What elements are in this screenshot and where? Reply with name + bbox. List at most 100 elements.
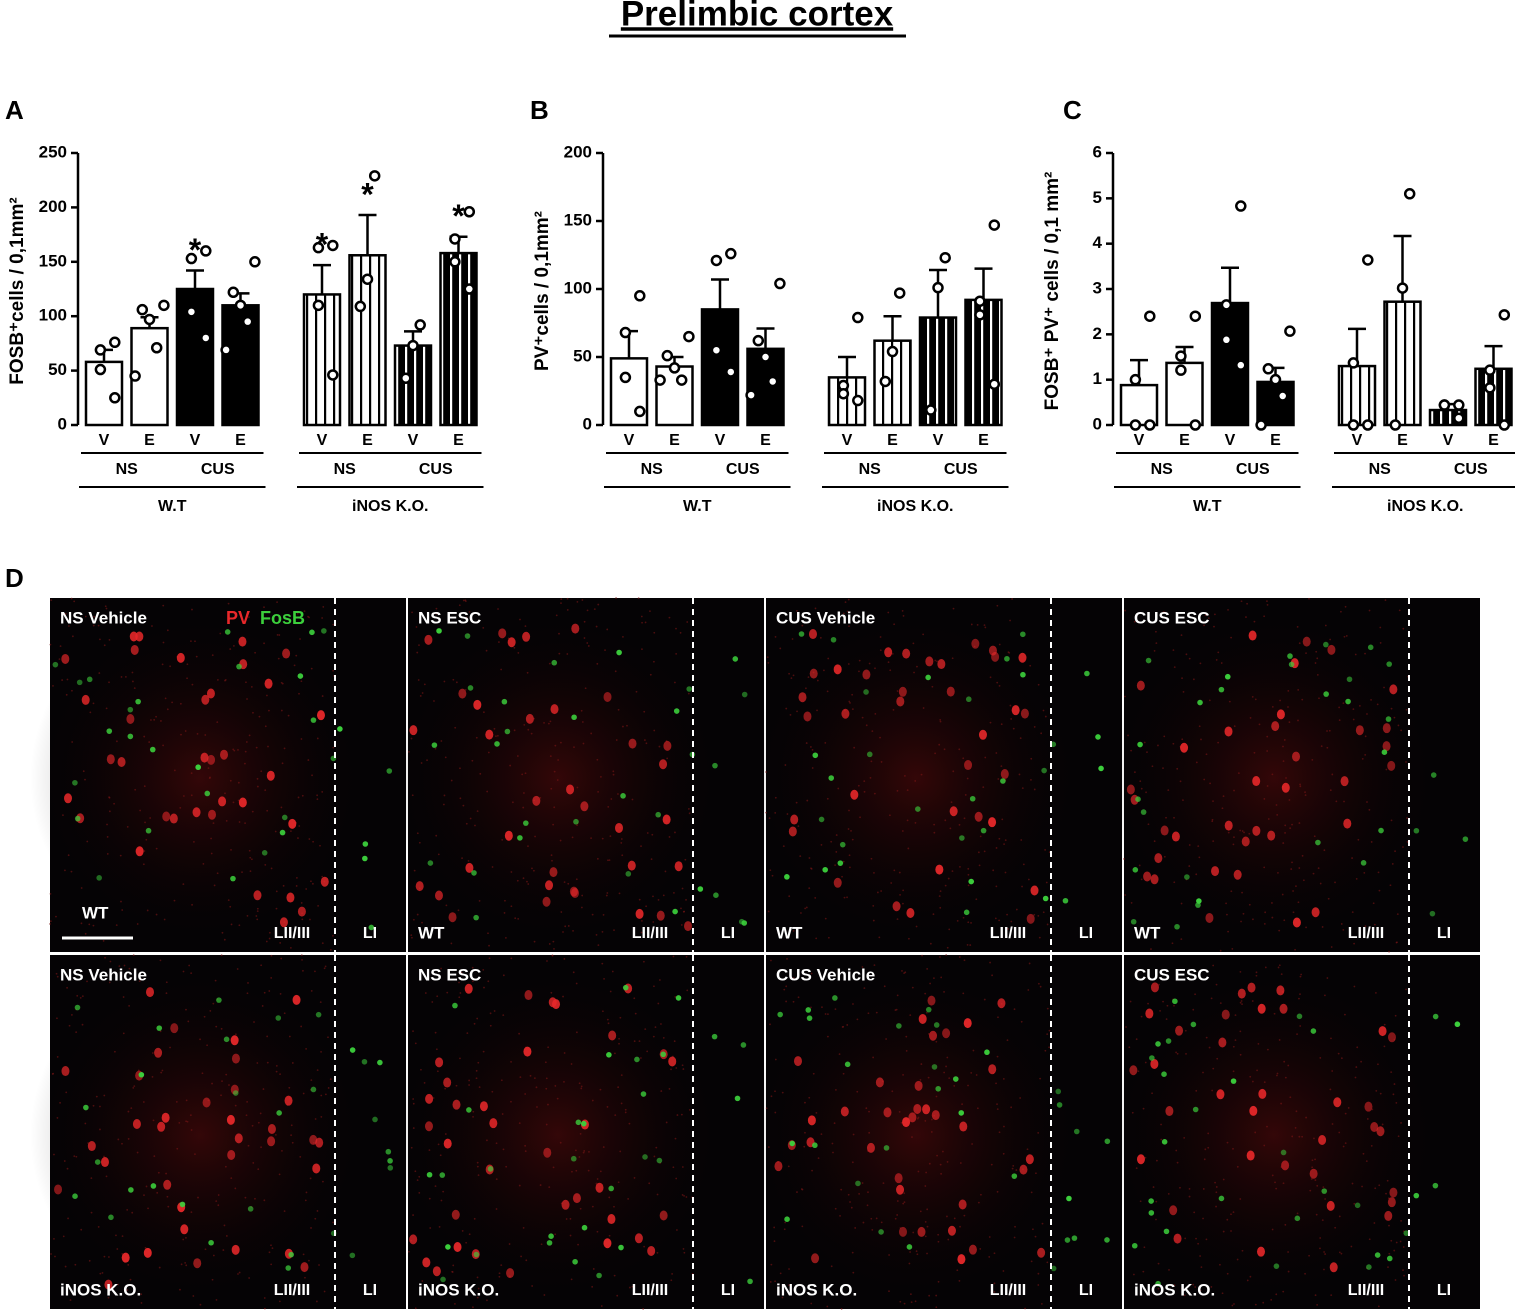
speckle <box>127 1110 130 1113</box>
fosb-cell <box>439 1172 446 1178</box>
speckle <box>1232 1147 1234 1150</box>
genotype-label: iNOS K.O. <box>1134 1280 1215 1299</box>
fosb-cell <box>1310 1028 1317 1034</box>
pv-cell <box>1340 776 1349 787</box>
speckle <box>993 1291 996 1293</box>
speckle <box>442 1190 445 1193</box>
speckle <box>1009 619 1011 622</box>
speckle <box>126 1289 129 1291</box>
speckle <box>1019 1097 1022 1099</box>
speckle <box>784 764 787 766</box>
speckle <box>989 676 992 679</box>
speckle <box>617 1086 620 1089</box>
speckle <box>1131 1111 1134 1114</box>
speckle <box>160 1071 163 1074</box>
pv-cell <box>1387 1032 1396 1043</box>
speckle <box>115 924 118 927</box>
speckle <box>476 810 479 813</box>
speckle <box>410 1146 413 1149</box>
speckle <box>1326 746 1329 749</box>
speckle <box>444 756 447 759</box>
speckle <box>476 1296 479 1299</box>
speckle <box>134 788 137 791</box>
speckle <box>455 1084 458 1087</box>
fosb-cell <box>135 698 141 705</box>
speckle <box>1331 1070 1334 1072</box>
speckle <box>1329 789 1332 792</box>
speckle <box>1296 625 1299 628</box>
speckle <box>666 757 669 760</box>
speckle <box>246 698 248 700</box>
speckle <box>848 700 851 703</box>
speckle <box>849 702 851 704</box>
speckle <box>1394 1014 1397 1017</box>
speckle <box>569 1217 572 1220</box>
speckle <box>1406 817 1408 819</box>
speckle <box>854 1227 857 1229</box>
speckle <box>1232 1070 1235 1073</box>
speckle <box>1155 1218 1157 1221</box>
speckle <box>1246 1279 1249 1282</box>
fosb-cell <box>1354 1202 1361 1209</box>
bar <box>1337 364 1377 427</box>
speckle <box>634 1012 637 1015</box>
speckle <box>314 970 316 973</box>
speckle <box>1302 879 1305 882</box>
speckle <box>856 1018 859 1021</box>
fosb-cell <box>440 1276 446 1283</box>
speckle <box>426 759 428 762</box>
speckle <box>508 1243 511 1245</box>
speckle <box>591 1285 594 1288</box>
speckle <box>117 1138 120 1141</box>
speckle <box>996 1103 998 1106</box>
pv-cell <box>988 1064 997 1075</box>
fosb-cell <box>673 708 680 714</box>
pv-cell <box>230 1035 239 1046</box>
speckle <box>412 1214 414 1216</box>
speckle <box>789 713 792 716</box>
speckle <box>597 790 599 793</box>
fosb-cell <box>571 714 577 721</box>
genotype-label: WT <box>418 923 445 942</box>
speckle <box>891 1090 894 1093</box>
speckle <box>250 858 253 861</box>
speckle <box>1338 1251 1341 1254</box>
data-point <box>745 389 757 401</box>
fosb-cell <box>195 764 201 771</box>
speckle <box>1329 1088 1332 1091</box>
speckle <box>1002 1078 1005 1080</box>
pv-cell <box>522 631 531 642</box>
fosb-cell <box>1174 923 1180 930</box>
speckle <box>551 859 553 862</box>
speckle <box>1200 738 1202 741</box>
speckle <box>1266 750 1269 752</box>
speckle <box>129 1278 132 1281</box>
x-tick-label: E <box>760 432 771 449</box>
speckle <box>120 676 123 678</box>
pv-cell <box>627 860 636 871</box>
speckle <box>1173 881 1176 884</box>
pv-cell <box>913 1103 922 1114</box>
speckle <box>577 1243 579 1246</box>
panel-label: C <box>1063 95 1082 125</box>
speckle <box>474 824 476 827</box>
speckle <box>865 1107 868 1110</box>
speckle <box>524 772 527 775</box>
speckle <box>1137 1070 1140 1073</box>
speckle <box>1044 1049 1047 1052</box>
speckle <box>1239 1030 1242 1033</box>
fosb-cell <box>368 924 375 931</box>
speckle <box>276 633 279 636</box>
speckle <box>851 693 854 696</box>
fosb-cell <box>473 1251 480 1258</box>
speckle <box>675 1067 678 1069</box>
speckle <box>1249 1075 1252 1078</box>
data-point <box>129 370 141 382</box>
fosb-cell <box>734 1095 741 1102</box>
speckle <box>519 618 521 621</box>
speckle <box>774 1090 776 1093</box>
speckle <box>648 1182 651 1185</box>
fosb-cell <box>1430 772 1437 778</box>
speckle <box>1192 1283 1195 1286</box>
speckle <box>1316 1184 1319 1187</box>
